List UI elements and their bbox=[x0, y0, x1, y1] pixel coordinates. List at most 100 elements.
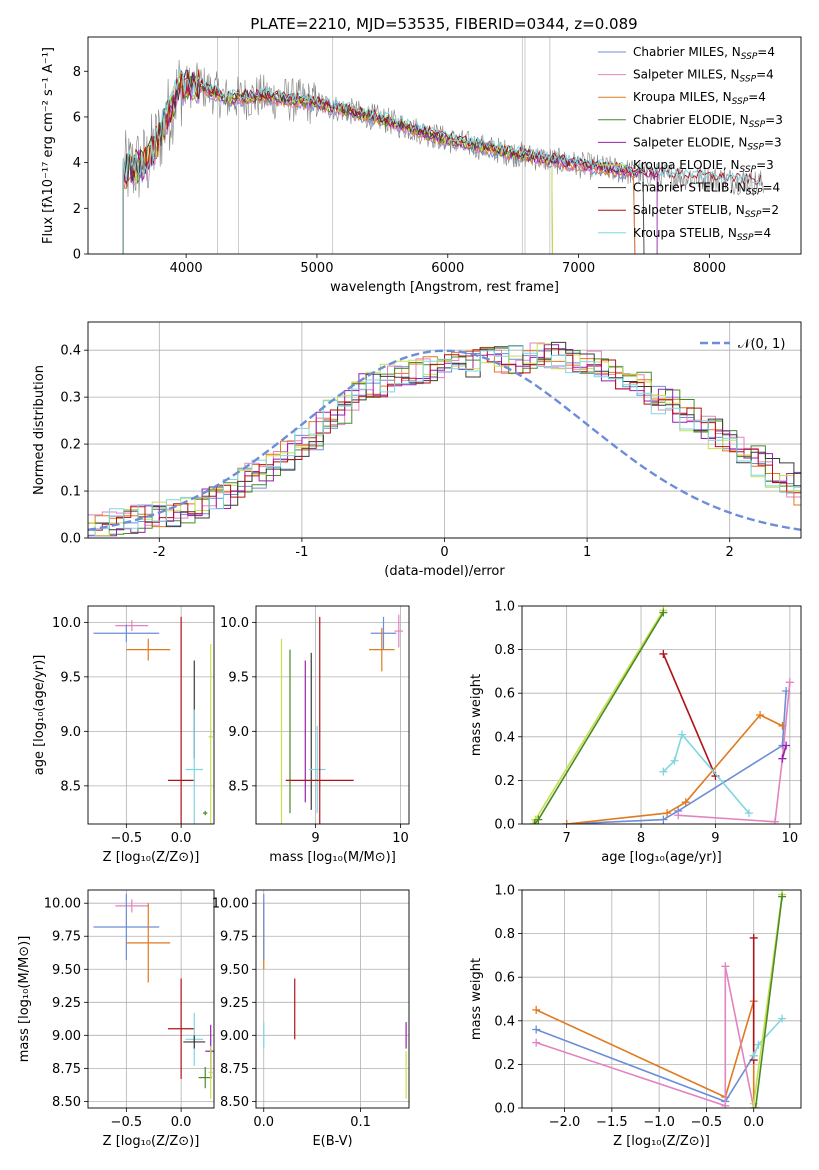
legend-tail: =4 bbox=[763, 181, 781, 195]
legend-label: Chabrier MILES, N bbox=[633, 45, 741, 59]
weight-line-chabrier_elodie bbox=[533, 612, 665, 824]
axes-frame bbox=[521, 605, 802, 825]
y-tick-label: 0.0 bbox=[494, 1102, 515, 1117]
weight-marker-salpeter_miles bbox=[674, 811, 683, 820]
x-tick-label: 9 bbox=[311, 831, 319, 846]
y-tick-label: 0.0 bbox=[494, 818, 515, 833]
weight-line-salpeter_stelib bbox=[662, 653, 717, 777]
x-tick-label: 9 bbox=[711, 831, 719, 846]
y-tick-label: 9.25 bbox=[220, 996, 249, 1011]
weight-marker-salpeter_miles bbox=[721, 1101, 730, 1108]
y-tick-label: 0.0 bbox=[60, 532, 81, 547]
y-tick-label: 8 bbox=[73, 65, 81, 80]
y-tick-label: 0.4 bbox=[60, 344, 81, 359]
plot-area-mass_vs_Z bbox=[93, 893, 214, 1099]
y-tick-label: 0.8 bbox=[494, 643, 515, 658]
weight-marker-salpeter_stelib bbox=[659, 649, 668, 658]
histogram-salpeter_stelib bbox=[88, 348, 801, 531]
y-tick-label: 2 bbox=[73, 202, 81, 217]
weight-marker-kroupa_stelib bbox=[659, 767, 668, 776]
legend-entry-salpeter_stelib: Salpeter STELIB, NSSP=2 bbox=[633, 203, 779, 220]
x-tick-label: 0.0 bbox=[253, 1115, 274, 1130]
x-axis-label: Z [log₁₀(Z/Z⊙)] bbox=[103, 1134, 200, 1149]
weight-line-chabrier_miles bbox=[535, 1028, 755, 1103]
y-tick-label: 0.8 bbox=[494, 927, 515, 942]
plot-area-residuals bbox=[88, 341, 801, 537]
y-tick-label: 9.50 bbox=[52, 963, 81, 978]
panel-weight_vs_Z: −2.0 −1.5 −1.0 −0.5 0.0 0.0 0.2 0.4 0.6 0.8 1.0 Z [… bbox=[469, 884, 802, 1149]
y-tick-label: 9.50 bbox=[220, 963, 249, 978]
y-axis-label: mass [log₁₀(M/M⊙)] bbox=[17, 936, 32, 1063]
histogram-chabrier_elodie bbox=[95, 347, 801, 535]
legend-entry-kroupa_miles: Kroupa MILES, NSSP=4 bbox=[633, 90, 766, 107]
weight-marker-kroupa_elodie bbox=[529, 820, 538, 824]
weight-marker-kroupa_miles bbox=[756, 711, 765, 719]
y-tick-label: 9.5 bbox=[228, 670, 249, 685]
weight-marker-kroupa_miles bbox=[562, 820, 571, 824]
legend-entry-kroupa_stelib: Kroupa STELIB, NSSP=4 bbox=[633, 226, 771, 243]
y-tick-label: 9.75 bbox=[52, 930, 81, 945]
y-tick-label: 0.2 bbox=[60, 438, 81, 453]
legend-tail: =3 bbox=[756, 158, 774, 172]
y-tick-label: 8.50 bbox=[52, 1095, 81, 1110]
plot-area-spectrum bbox=[122, 37, 765, 254]
x-tick-label: 0.0 bbox=[171, 1115, 192, 1130]
y-tick-label: 9.25 bbox=[52, 996, 81, 1011]
panel-weight_vs_age: 7 8 9 10 0.0 0.2 0.4 0.6 0.8 1.0 age [log₁₀(age/yr… bbox=[469, 600, 802, 865]
legend-label: Kroupa STELIB, N bbox=[633, 226, 737, 240]
histogram-salpeter_miles bbox=[88, 342, 801, 526]
y-tick-label: 8.5 bbox=[60, 779, 81, 794]
weight-marker-salpeter_miles bbox=[770, 817, 779, 824]
y-tick-label: 8.5 bbox=[228, 779, 249, 794]
y-tick-label: 4 bbox=[73, 156, 81, 171]
x-axis-label: (data-model)/error bbox=[384, 564, 505, 579]
x-axis-label: E(B-V) bbox=[312, 1134, 352, 1149]
axes-frame bbox=[87, 889, 215, 1109]
legend-subscript: SSP bbox=[747, 142, 764, 152]
y-tick-label: 9.0 bbox=[228, 725, 249, 740]
plot-area-age_vs_Z bbox=[93, 616, 213, 824]
y-tick-label: 8.75 bbox=[220, 1062, 249, 1077]
weight-marker-chabrier_elodie bbox=[530, 820, 539, 824]
y-axis-label: Flux [fλ10⁻¹⁷ erg cm⁻² s⁻¹ A⁻¹] bbox=[41, 47, 56, 244]
normal-curve bbox=[88, 349, 801, 531]
axes-frame bbox=[255, 889, 410, 1109]
legend-tail: =4 bbox=[753, 226, 771, 240]
x-tick-label: 4000 bbox=[170, 261, 203, 276]
y-tick-label: 0.2 bbox=[494, 774, 515, 789]
y-tick-label: 10.0 bbox=[220, 616, 249, 631]
panel-mass_vs_ebv: 0.0 0.1 8.50 8.75 9.00 9.25 9.50 9.75 10.00 E(B-V… bbox=[212, 889, 410, 1149]
weight-line-chabrier_miles bbox=[566, 690, 787, 824]
y-axis-label: Normed distribution bbox=[32, 365, 47, 495]
x-tick-label: -1 bbox=[295, 545, 308, 560]
weight-marker-kroupa_stelib bbox=[778, 1014, 787, 1023]
x-tick-label: 0.0 bbox=[171, 831, 192, 846]
weight-line-salpeter_miles bbox=[678, 682, 791, 823]
weight-marker-chabrier_elodie bbox=[659, 608, 668, 617]
model-spectrum-salpeter_miles bbox=[122, 75, 636, 254]
model-spectrum-chabrier_elodie bbox=[122, 74, 553, 254]
axes-frame bbox=[87, 321, 802, 539]
x-tick-label: −1.5 bbox=[596, 1115, 628, 1130]
x-tick-label: 5000 bbox=[300, 261, 333, 276]
weight-marker-kroupa_miles bbox=[532, 1005, 541, 1014]
x-tick-label: 10 bbox=[392, 831, 409, 846]
weight-line-kroupa_miles bbox=[566, 714, 783, 824]
y-tick-label: 8.50 bbox=[220, 1095, 249, 1110]
legend-entry-kroupa_elodie: Kroupa ELODIE, NSSP=3 bbox=[633, 158, 774, 175]
x-tick-label: 0.0 bbox=[743, 1115, 764, 1130]
legend-tail: =4 bbox=[756, 68, 774, 82]
legend-subscript: SSP bbox=[741, 52, 758, 62]
legend-entry-chabrier_elodie: Chabrier ELODIE, NSSP=3 bbox=[633, 113, 783, 130]
y-tick-label: 8.75 bbox=[52, 1062, 81, 1077]
weight-marker-salpeter_miles bbox=[785, 678, 794, 687]
histogram-kroupa_stelib bbox=[88, 345, 801, 536]
x-tick-label: 0.1 bbox=[350, 1115, 371, 1130]
panel-age_vs_mass: 9 10 8.5 9.0 9.5 10.0 mass [log₁₀(M/M⊙)] bbox=[220, 605, 410, 865]
legend-tail: =4 bbox=[757, 45, 775, 59]
weight-marker-kroupa_stelib bbox=[744, 809, 753, 818]
x-tick-label: 10 bbox=[782, 831, 799, 846]
y-tick-label: 10.0 bbox=[52, 616, 81, 631]
weight-marker-salpeter_elodie bbox=[778, 754, 787, 763]
model-spectrum-salpeter_stelib bbox=[122, 69, 762, 254]
